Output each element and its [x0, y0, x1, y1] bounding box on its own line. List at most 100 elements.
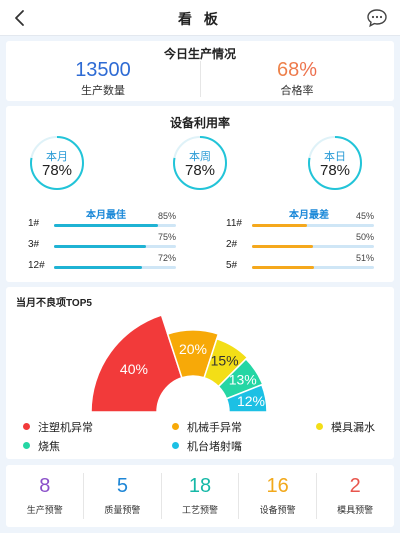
legend-label: 烧焦: [38, 441, 60, 453]
slice-label-2: 15%: [211, 352, 239, 368]
slice-label-3: 13%: [229, 371, 257, 387]
slice-1: [166, 329, 220, 379]
machine-name: 11#: [226, 218, 242, 229]
bar-percent: 72%: [157, 253, 176, 263]
gauge-ring: [30, 136, 84, 190]
alert-mold[interactable]: 2 模具预警: [316, 465, 394, 527]
worst-title: 本月最差: [289, 210, 329, 221]
best-row: 12# 72%: [28, 253, 176, 275]
legend-dot: [23, 442, 30, 449]
gauge-value: 78%: [184, 162, 216, 179]
bar-fill: [252, 266, 315, 269]
bar-percent: 50%: [355, 232, 374, 242]
gauge-week: 本周 78%: [172, 135, 228, 191]
bar-fill: [54, 266, 142, 269]
production-card: 今日生产情况 13500 生产数量 68% 合格率: [6, 41, 394, 101]
machine-name: 5#: [226, 260, 238, 271]
quantity-label: 生产数量: [81, 85, 125, 97]
legend-dot: [172, 442, 179, 449]
alert-quality[interactable]: 5 质量预警: [84, 465, 162, 527]
legend-label: 机械手异常: [187, 422, 242, 434]
legend-label: 模具漏水: [331, 422, 375, 434]
pass-rate-kpi: 68% 合格率: [200, 57, 394, 98]
bar-track: [54, 224, 176, 227]
legend-item: 烧焦: [23, 438, 60, 454]
machine-name: 3#: [28, 239, 40, 250]
quantity-kpi: 13500 生产数量: [6, 57, 200, 98]
message-icon[interactable]: [366, 8, 388, 28]
bar-percent: 75%: [157, 232, 176, 242]
defects-title: 当月不良项TOP5: [16, 298, 92, 309]
legend-item: 机台堵射嘴: [172, 438, 242, 454]
utilization-card: 设备利用率 本月 78% 本周 78% 本日 78% 本月最佳 本月最差 1# …: [6, 106, 394, 282]
alert-label: 工艺预警: [181, 505, 218, 515]
bar-percent: 45%: [355, 211, 374, 221]
best-row: 1# 85%: [28, 211, 176, 233]
legend-item: 模具漏水: [316, 419, 375, 435]
bar-percent: 51%: [355, 253, 374, 263]
bar-track: [252, 224, 374, 227]
page-title: 看 板: [178, 11, 222, 27]
slice-0: [90, 314, 183, 413]
pass-rate-label: 合格率: [280, 85, 314, 97]
top-bar: 看 板: [0, 0, 400, 36]
gauge-label: 本日: [324, 151, 346, 163]
slice-4: [225, 383, 268, 413]
alert-divider: [83, 473, 84, 519]
alert-label: 质量预警: [104, 505, 141, 515]
kpi-divider: [200, 61, 201, 97]
gauge-label: 本月: [46, 151, 68, 163]
best-title: 本月最佳: [86, 210, 126, 221]
machine-name: 2#: [226, 239, 238, 250]
legend-dot: [172, 423, 179, 430]
gauge-value: 78%: [41, 162, 73, 179]
alert-process[interactable]: 18 工艺预警: [161, 465, 239, 527]
bar-fill: [54, 245, 146, 248]
defects-half-donut-chart: 40% 20%15% 13% 12%: [90, 314, 268, 413]
slice-label-1: 20%: [179, 341, 207, 357]
alert-divider: [238, 473, 239, 519]
defects-card: 当月不良项TOP5 40% 20% 15% 13% 12% 注塑机异常 机械手异常 模具…: [6, 287, 394, 459]
bar-percent: 85%: [157, 211, 176, 221]
worst-row: 5# 51%: [226, 253, 374, 275]
alert-label: 设备预警: [259, 505, 296, 515]
alert-divider: [316, 473, 317, 519]
slice-label-4: 12%: [237, 393, 265, 409]
legend-item: 机械手异常: [172, 419, 242, 435]
alert-count: 18: [188, 475, 212, 497]
gauge-label: 本周: [189, 151, 211, 163]
pass-rate-value: 68%: [200, 57, 394, 83]
bar-track: [252, 266, 374, 269]
bar-fill: [252, 224, 307, 227]
slice-label-0: 40%: [120, 361, 148, 377]
gauge-day: 本日 78%: [307, 135, 363, 191]
gauge-ring: [173, 136, 227, 190]
production-title: 今日生产情况: [163, 47, 236, 61]
bar-track: [252, 245, 374, 248]
bar-track: [54, 266, 176, 269]
gauge-value: 78%: [319, 162, 351, 179]
legend-item: 注塑机异常: [23, 419, 93, 435]
gauge-ring: [308, 136, 362, 190]
alerts-card: 8 生产预警 5 质量预警 18 工艺预警 16 设备预警 2 模具预警: [6, 465, 394, 527]
machine-name: 1#: [28, 218, 40, 229]
bar-fill: [252, 245, 313, 248]
legend-label: 机台堵射嘴: [187, 441, 242, 453]
alert-count: 5: [116, 475, 128, 497]
alert-count: 16: [266, 475, 289, 497]
back-arrow-icon[interactable]: [10, 8, 30, 28]
quantity-value: 13500: [75, 59, 131, 81]
bar-track: [54, 245, 176, 248]
utilization-title: 设备利用率: [169, 116, 230, 130]
legend-dot: [316, 423, 323, 430]
best-row: 3# 75%: [28, 232, 176, 254]
alert-label: 模具预警: [337, 505, 374, 515]
worst-row: 2# 50%: [226, 232, 374, 254]
machine-name: 12#: [28, 260, 45, 271]
worst-row: 11# 45%: [226, 211, 374, 233]
alert-count: 2: [349, 475, 361, 497]
alert-production[interactable]: 8 生产预警: [6, 465, 84, 527]
alert-equipment[interactable]: 16 设备预警: [239, 465, 317, 527]
gauge-month: 本月 78%: [29, 135, 85, 191]
legend-label: 注塑机异常: [38, 422, 93, 434]
